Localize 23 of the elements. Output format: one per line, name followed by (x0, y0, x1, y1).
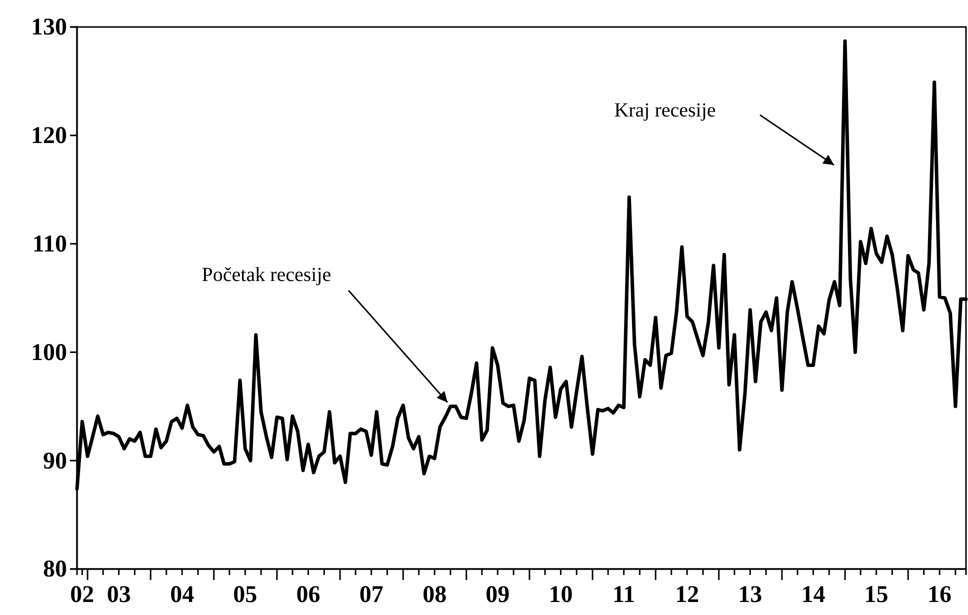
x-tick-label: 15 (864, 582, 888, 608)
x-tick-label: 13 (738, 582, 762, 608)
x-tick-label: 08 (422, 582, 447, 608)
x-tick-label: 07 (359, 582, 384, 608)
annotation: Kraj recesije (614, 100, 716, 122)
y-tick-label: 90 (43, 448, 67, 474)
x-tick-label: 04 (170, 582, 194, 608)
x-tick-label: 14 (801, 582, 826, 608)
y-tick-label: 120 (31, 123, 67, 150)
y-tick-label: 110 (32, 231, 67, 258)
x-tick-label: 03 (106, 582, 131, 608)
x-tick-label: 12 (675, 582, 700, 608)
x-tick-label: 11 (612, 582, 636, 608)
x-tick-label: 16 (928, 582, 952, 608)
y-tick-label: 100 (31, 340, 67, 366)
x-tick-label: 05 (233, 582, 258, 608)
x-tick-label: 02 (70, 582, 94, 608)
x-tick-label: 10 (548, 582, 573, 608)
x-tick-label: 06 (296, 582, 320, 608)
annotation: Početak recesije (202, 264, 332, 286)
y-tick-label: 80 (43, 556, 67, 583)
x-tick-label: 09 (486, 582, 510, 608)
y-tick-label: 130 (31, 14, 67, 41)
